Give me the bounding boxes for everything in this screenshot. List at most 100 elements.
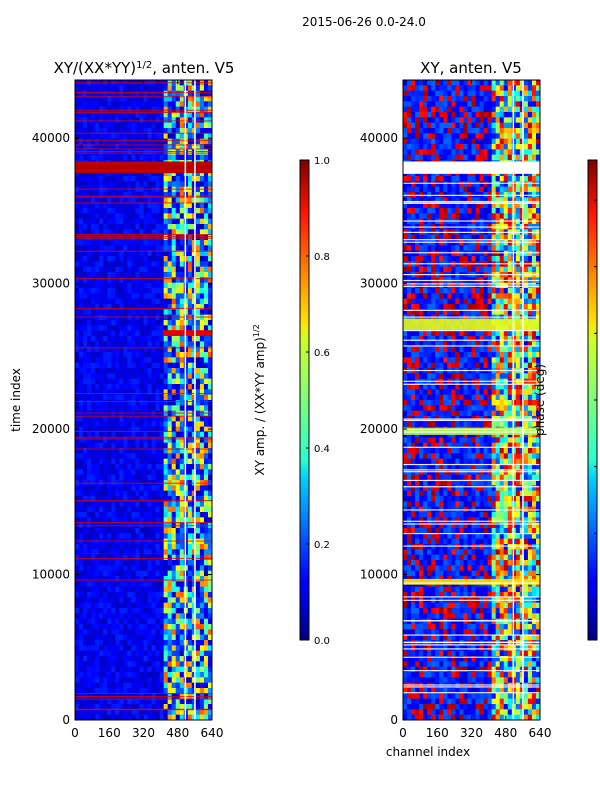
left-heatmap-cell — [175, 208, 181, 214]
left-heatmap-cell — [199, 613, 205, 620]
left-heatmap-cell — [83, 656, 88, 662]
left-heatmap-cell — [179, 138, 185, 145]
left-heatmap-cell — [75, 128, 80, 134]
left-heatmap-cell — [175, 442, 181, 449]
left-heatmap-cell — [175, 384, 181, 390]
right-heatmap-cell — [443, 106, 448, 113]
left-heatmap-cell — [79, 400, 84, 406]
left-heatmap-cell — [191, 682, 197, 689]
left-heatmap-cell — [119, 293, 124, 300]
left-heatmap-cell — [151, 85, 156, 92]
left-heatmap-cell — [123, 154, 128, 161]
left-heatmap-cell — [151, 192, 156, 198]
left-heatmap-cell — [195, 602, 201, 609]
left-heatmap-cell — [79, 656, 84, 662]
left-heatmap-cell — [79, 122, 84, 129]
left-heatmap-cell — [151, 634, 156, 641]
left-heatmap-cell — [143, 618, 148, 625]
left-heatmap-cell — [203, 624, 209, 630]
left-heatmap-cell — [143, 688, 148, 694]
left-heatmap-cell — [159, 624, 165, 630]
right-heatmap-cell — [503, 96, 509, 102]
left-heatmap-cell — [147, 613, 152, 620]
left-heatmap-cell — [83, 458, 88, 465]
left-heatmap-cell — [95, 570, 100, 577]
left-heatmap-cell — [135, 624, 140, 630]
left-heatmap-cell — [127, 416, 132, 422]
right-heatmap-cell — [535, 181, 540, 188]
left-heatmap-cell — [103, 405, 108, 412]
left-heatmap-cell — [135, 394, 140, 401]
left-heatmap-cell — [103, 714, 108, 720]
left-flag-line — [75, 139, 212, 141]
left-heatmap-cell — [79, 229, 84, 236]
left-heatmap-cell — [119, 197, 124, 204]
right-heatmap-cell — [459, 186, 464, 193]
right-heatmap-cell — [531, 112, 537, 118]
left-heatmap-cell — [143, 570, 148, 577]
left-heatmap-cell — [199, 400, 205, 406]
left-heatmap-cell — [179, 501, 185, 508]
left-heatmap-cell — [203, 197, 209, 204]
left-heatmap-cell — [151, 336, 156, 342]
left-heatmap-cell — [187, 192, 193, 198]
left-heatmap-cell — [203, 405, 209, 412]
right-heatmap-cell — [499, 90, 505, 97]
left-heatmap-cell — [187, 218, 193, 225]
left-heatmap-cell — [83, 357, 88, 364]
left-heatmap-cell — [187, 154, 193, 161]
left-heatmap-cell — [171, 266, 177, 273]
left-panel: XY/(XX*YY)1/2, anten. V5 0 160 320 480 64001… — [9, 59, 234, 740]
left-heatmap-cell — [207, 170, 212, 177]
left-heatmap-cell — [119, 378, 124, 385]
left-heatmap-cell — [95, 602, 100, 609]
left-heatmap-cell — [195, 85, 201, 92]
left-heatmap-cell — [83, 645, 88, 652]
left-heatmap-cell — [123, 325, 128, 332]
left-heatmap-cell — [119, 517, 124, 524]
left-heatmap-cell — [135, 405, 140, 412]
left-heatmap-cell — [111, 592, 116, 598]
left-heatmap-cell — [87, 133, 92, 140]
left-heatmap-cell — [79, 224, 84, 230]
left-heatmap-cell — [167, 645, 173, 652]
right-heatmap-cell — [427, 202, 432, 209]
left-heatmap-cell — [107, 453, 112, 460]
left-heatmap-cell — [151, 586, 156, 593]
right-heatmap-cell — [519, 128, 525, 134]
right-heatmap-cell — [483, 85, 489, 92]
left-heatmap-cell — [155, 170, 161, 177]
left-heatmap-cell — [163, 677, 169, 684]
right-heatmap-cell — [507, 85, 513, 92]
left-heatmap-cell — [87, 362, 92, 369]
left-heatmap-cell — [75, 117, 80, 124]
left-heatmap-cell — [163, 96, 169, 102]
left-heatmap-cell — [187, 560, 193, 566]
left-heatmap-cell — [95, 288, 100, 294]
right-heatmap-cell — [427, 85, 432, 92]
left-heatmap-cell — [87, 442, 92, 449]
left-heatmap-cell — [175, 405, 181, 412]
left-heatmap-cell — [147, 640, 152, 646]
left-heatmap-cell — [159, 304, 165, 310]
left-heatmap-cell — [187, 602, 193, 609]
left-heatmap-cell — [203, 544, 209, 550]
left-heatmap-cell — [87, 122, 92, 129]
right-heatmap-cell — [519, 133, 525, 140]
right-heatmap-cell — [411, 96, 416, 102]
left-heatmap-cell — [83, 442, 88, 449]
left-heatmap-cell — [75, 101, 80, 108]
left-heatmap-cell — [195, 192, 201, 198]
left-heatmap-cell — [119, 298, 124, 305]
left-heatmap-cell — [195, 672, 201, 678]
left-heatmap-cell — [163, 176, 169, 182]
left-heatmap-cell — [139, 170, 144, 177]
right-heatmap-cell — [455, 96, 460, 102]
left-heatmap-cell — [83, 554, 88, 561]
right-heatmap-cell — [531, 186, 537, 193]
left-heatmap-cell — [143, 213, 148, 220]
left-heatmap-cell — [87, 672, 92, 678]
left-heatmap-cell — [159, 432, 165, 438]
left-heatmap-cell — [91, 533, 96, 540]
left-heatmap-cell — [115, 90, 120, 97]
